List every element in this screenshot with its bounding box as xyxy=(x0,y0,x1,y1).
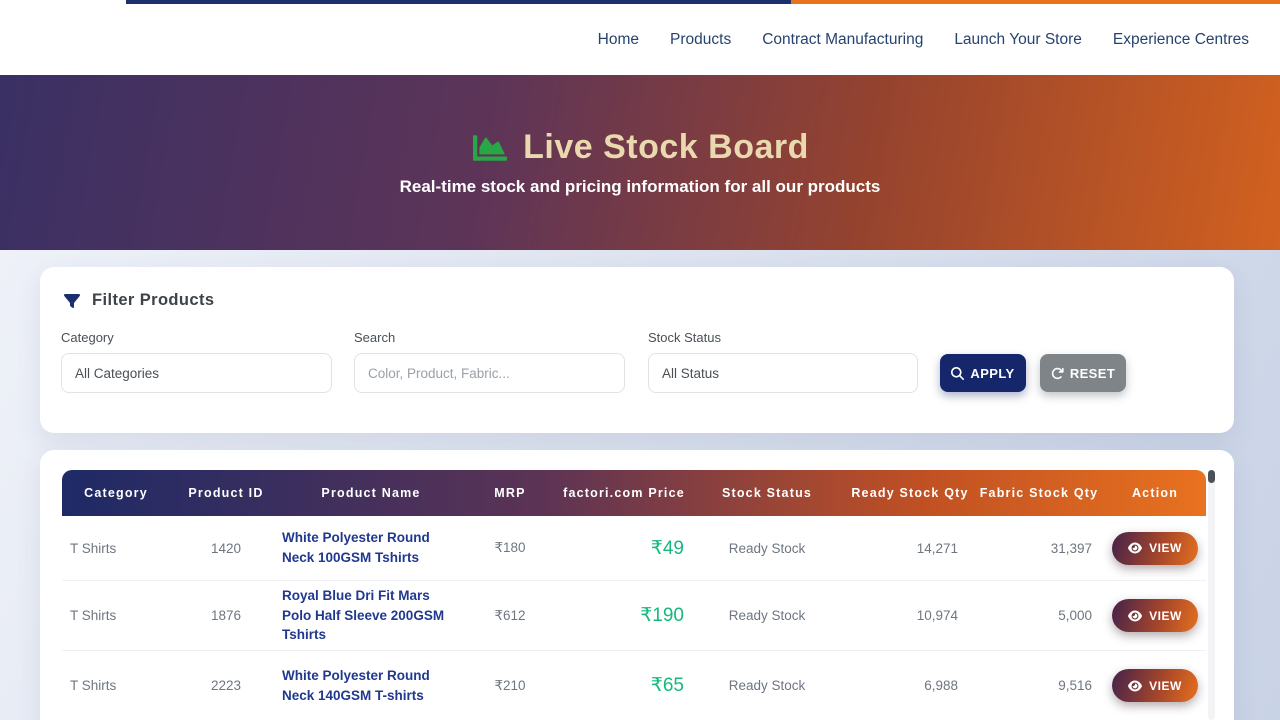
column-header-product-id: Product ID xyxy=(188,486,264,500)
cell-product-id: 1420 xyxy=(210,540,242,556)
category-selected-value: All Categories xyxy=(75,365,160,381)
column-header-category: Category xyxy=(84,486,148,500)
filter-funnel-icon xyxy=(64,293,80,309)
filter-panel: Filter Products Category Search Stock St… xyxy=(40,267,1234,433)
search-input[interactable] xyxy=(354,353,625,393)
filter-panel-title: Filter Products xyxy=(92,291,215,309)
column-header-fabric-stock-qty: Fabric Stock Qty xyxy=(979,486,1099,500)
eye-icon xyxy=(1128,610,1143,621)
view-button[interactable]: VIEW xyxy=(1112,531,1198,565)
column-header-mrp: MRP xyxy=(494,486,526,500)
main-content: Filter Products Category Search Stock St… xyxy=(0,250,1280,720)
reset-button[interactable]: RESET xyxy=(1040,354,1126,392)
cell-ready-stock-qty: 6,988 xyxy=(924,678,958,693)
search-label: Search xyxy=(354,330,396,345)
stock-status-selected-value: All Status xyxy=(662,365,720,381)
column-header-ready-stock-qty: Ready Stock Qty xyxy=(851,486,969,500)
cell-product-id: 2223 xyxy=(210,678,242,693)
view-button[interactable]: VIEW xyxy=(1112,669,1198,702)
nav-item-products[interactable]: Products xyxy=(670,30,732,48)
cell-product-name: White Polyester Round Neck 100GSM Tshirt… xyxy=(282,530,430,565)
chart-area-icon xyxy=(471,131,509,165)
cell-fabric-stock-qty: 9,516 xyxy=(1058,678,1092,693)
table-row: T Shirts 1420 White Polyester Round Neck… xyxy=(62,516,1206,581)
eye-icon xyxy=(1128,542,1143,554)
cell-product-id: 1876 xyxy=(210,608,242,623)
search-icon xyxy=(951,366,965,380)
view-button-label: VIEW xyxy=(1149,608,1182,623)
cell-mrp: ₹210 xyxy=(494,677,526,693)
stock-table-panel: Category Product ID Product Name MRP fac… xyxy=(40,450,1234,720)
page-subtitle: Real-time stock and pricing information … xyxy=(399,177,881,196)
rotate-right-icon xyxy=(1051,367,1064,379)
cell-product-name: White Polyester Round Neck 140GSM T-shir… xyxy=(282,667,430,703)
eye-icon xyxy=(1128,680,1143,691)
cell-mrp: ₹612 xyxy=(494,607,526,623)
table-scrollbar[interactable] xyxy=(1208,470,1215,720)
cell-category: T Shirts xyxy=(70,540,117,556)
cell-fabric-stock-qty: 31,397 xyxy=(1050,540,1092,556)
cell-stock-status: Ready Stock xyxy=(728,540,806,556)
stock-table: Category Product ID Product Name MRP fac… xyxy=(62,470,1206,720)
table-header-row: Category Product ID Product Name MRP fac… xyxy=(62,470,1206,516)
reset-button-label: RESET xyxy=(1069,365,1116,381)
page-title: Live Stock Board xyxy=(523,128,809,166)
cell-ready-stock-qty: 14,271 xyxy=(916,540,958,556)
apply-button-label: APPLY xyxy=(970,365,1015,381)
nav-item-home[interactable]: Home xyxy=(597,30,640,48)
cell-category: T Shirts xyxy=(70,678,117,693)
view-button-label: VIEW xyxy=(1149,678,1182,693)
table-row: T Shirts 1876 Royal Blue Dri Fit Mars Po… xyxy=(62,581,1206,651)
column-header-stock-status: Stock Status xyxy=(721,486,813,500)
table-scrollbar-thumb[interactable] xyxy=(1208,470,1215,483)
cell-fabric-stock-qty: 5,000 xyxy=(1058,608,1092,623)
cell-stock-status: Ready Stock xyxy=(728,608,806,623)
top-navbar: Home Products Contract Manufacturing Lau… xyxy=(0,4,1280,75)
column-header-action: Action xyxy=(1131,486,1179,500)
cell-price: ₹190 xyxy=(640,605,684,626)
nav-item-contract-manufacturing[interactable]: Contract Manufacturing xyxy=(762,30,924,48)
table-row: T Shirts 2223 White Polyester Round Neck… xyxy=(62,651,1206,720)
category-select[interactable]: All Categories xyxy=(61,353,332,393)
stock-status-label: Stock Status xyxy=(648,330,721,345)
hero-banner: Live Stock Board Real-time stock and pri… xyxy=(0,75,1280,250)
cell-ready-stock-qty: 10,974 xyxy=(916,608,958,623)
stock-status-select[interactable]: All Status xyxy=(648,353,918,393)
nav-item-launch-your-store[interactable]: Launch Your Store xyxy=(954,30,1082,48)
column-header-price: factori.com Price xyxy=(563,486,685,500)
category-label: Category xyxy=(61,330,114,345)
strip-segment-white xyxy=(0,0,126,4)
cell-category: T Shirts xyxy=(70,608,117,623)
cell-mrp: ₹180 xyxy=(494,540,526,555)
cell-stock-status: Ready Stock xyxy=(728,678,806,693)
strip-segment-navy xyxy=(126,0,791,4)
top-accent-strip xyxy=(0,0,1280,4)
column-header-product-name: Product Name xyxy=(321,486,421,500)
view-button-label: VIEW xyxy=(1149,541,1182,555)
cell-price: ₹49 xyxy=(650,537,684,559)
view-button[interactable]: VIEW xyxy=(1112,599,1198,632)
nav-item-experience-centres[interactable]: Experience Centres xyxy=(1112,30,1249,48)
cell-price: ₹65 xyxy=(650,675,684,696)
cell-product-name: Royal Blue Dri Fit Mars Polo Half Sleeve… xyxy=(282,588,445,643)
strip-segment-orange xyxy=(791,0,1280,4)
apply-button[interactable]: APPLY xyxy=(940,354,1026,392)
